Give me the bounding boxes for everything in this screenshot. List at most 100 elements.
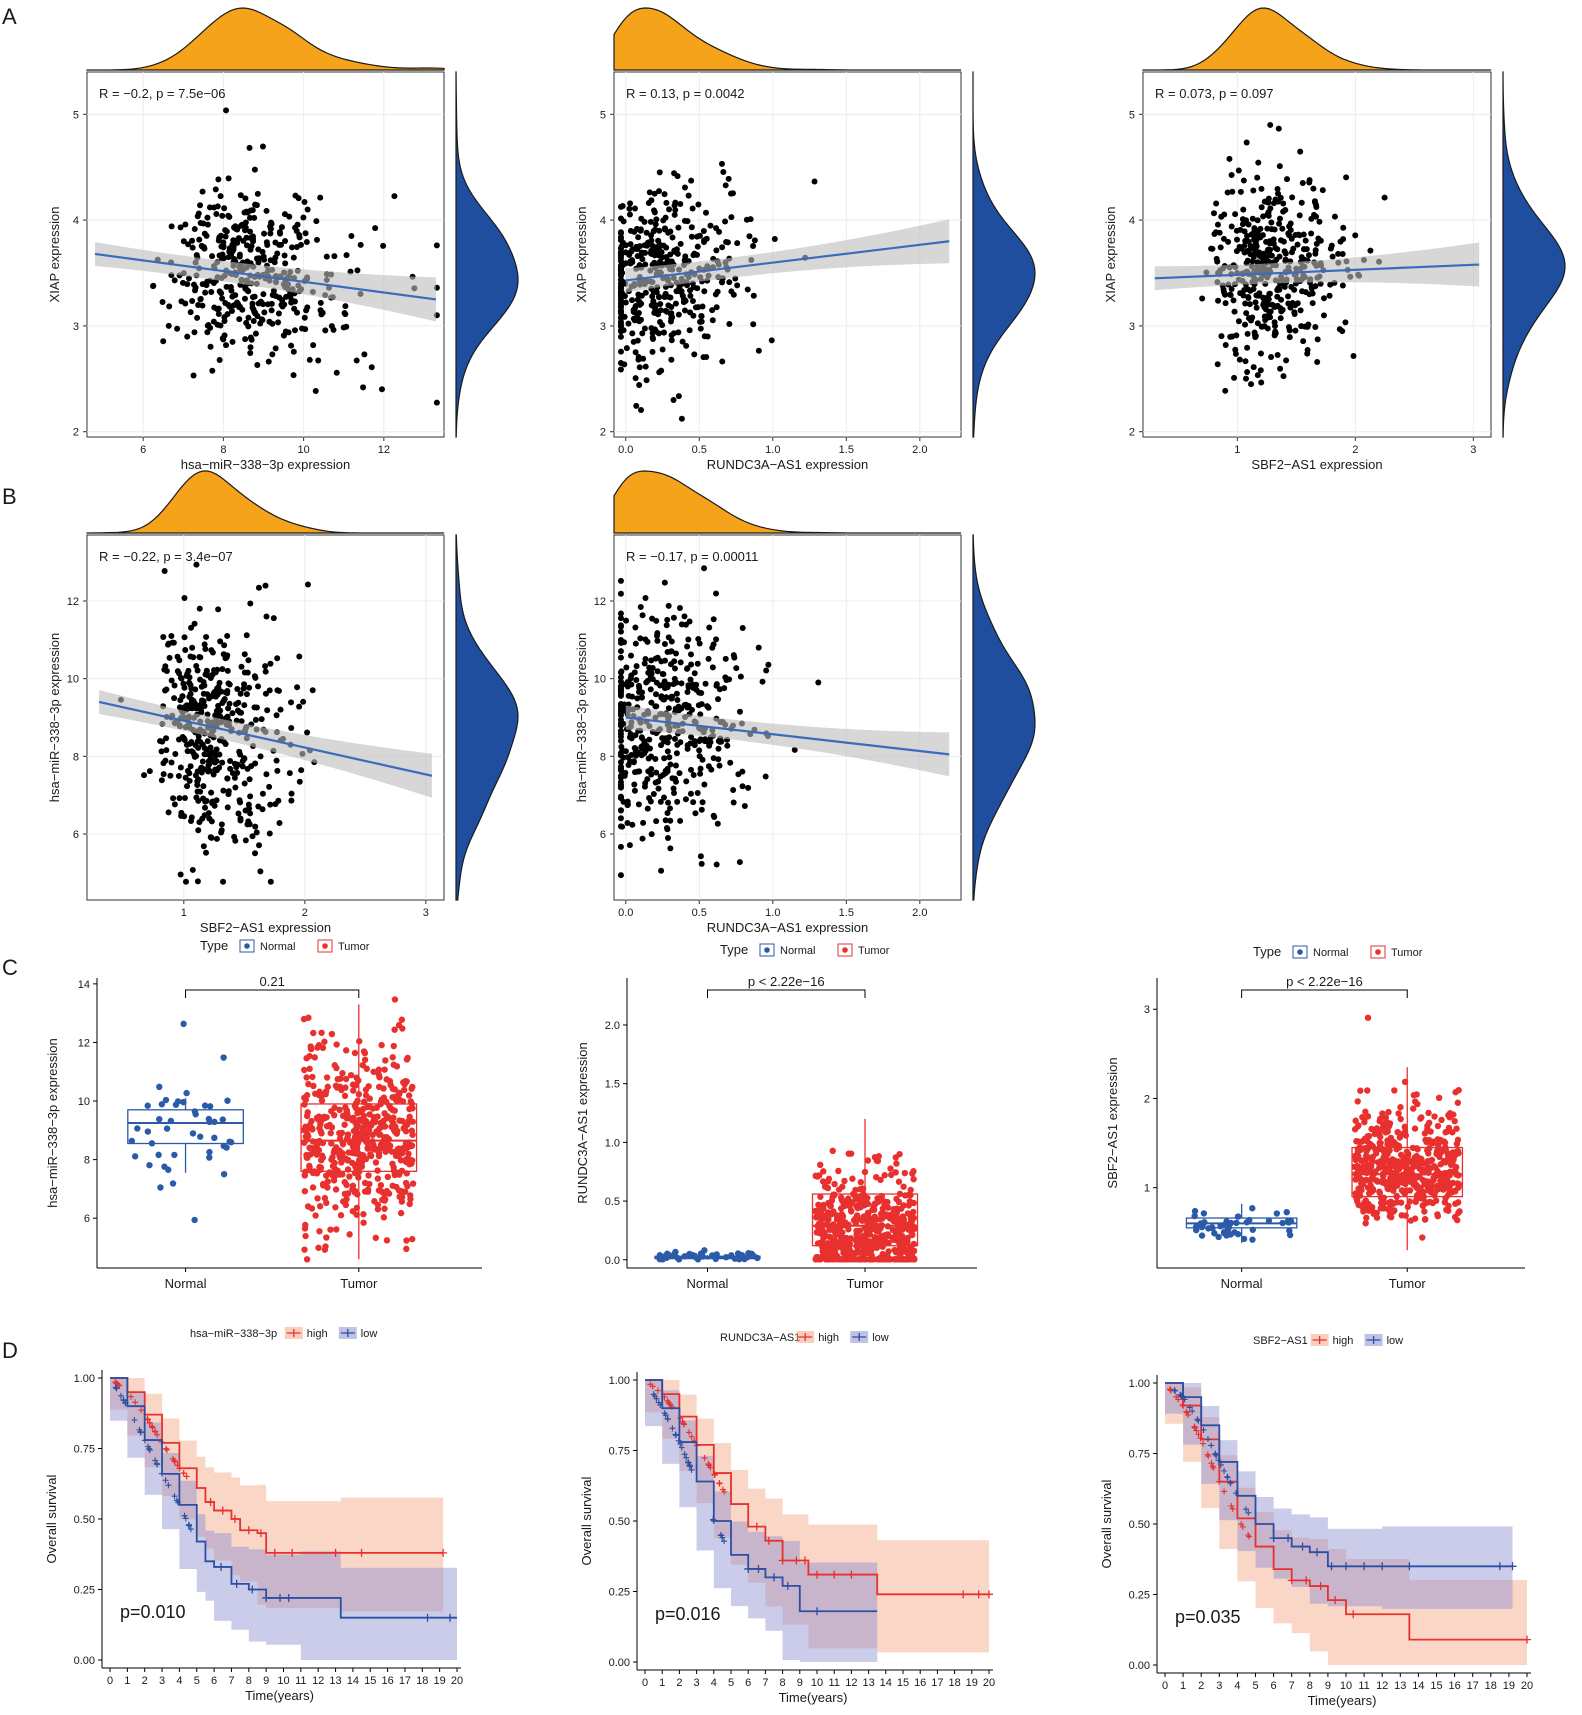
data-point [230,237,237,244]
data-point [146,1161,153,1169]
data-point [375,1066,383,1073]
data-point [363,1130,371,1137]
data-point [1264,225,1271,232]
data-point [661,579,668,586]
data-point [333,1226,340,1233]
data-point [196,236,203,243]
data-point [216,713,223,720]
data-point [194,314,201,321]
data-point [634,225,641,232]
data-point [352,1119,359,1127]
censor-mark [174,1462,181,1469]
data-point [202,289,209,296]
data-point [252,330,259,337]
censor-mark [647,1381,654,1388]
data-point [1245,286,1252,293]
data-point [199,188,206,195]
data-point [1414,1100,1421,1108]
data-point [358,1156,365,1164]
data-point [243,242,250,249]
data-point [327,1129,334,1137]
data-point [659,671,666,678]
data-point [278,224,285,231]
censor-mark [717,1531,724,1538]
data-point [617,590,624,597]
data-point [824,1239,831,1247]
data-point [242,336,249,343]
censor-mark [1243,1506,1250,1513]
data-point [354,1097,361,1104]
data-point [1420,1193,1428,1201]
censor-mark [181,1512,188,1519]
data-point [895,1198,903,1206]
data-point [1358,1180,1365,1187]
data-point [301,1101,308,1108]
y-tick-label: 0.00 [609,1657,630,1669]
censor-mark [183,1473,190,1480]
data-point [219,1116,226,1123]
data-point [390,1042,397,1050]
censor-mark [792,1556,801,1565]
data-point [627,730,634,737]
data-point [361,1099,368,1106]
data-point [204,278,211,285]
data-point [365,1083,372,1090]
data-point [383,1237,391,1244]
data-point [670,785,677,792]
data-point [217,638,224,645]
confidence-band [95,241,436,322]
data-point [744,286,751,293]
data-point [368,364,375,371]
y-tick-label: 4 [600,215,606,227]
data-point [189,1130,197,1137]
data-point [314,1044,321,1051]
data-point [195,744,202,751]
x-tick-label: 6 [211,1675,217,1687]
data-point [273,712,280,719]
data-point [225,175,232,182]
data-point [832,1231,839,1238]
data-point [267,660,274,667]
data-point [719,278,726,285]
data-point [1226,155,1233,162]
data-point [1275,125,1282,132]
data-point [893,1205,901,1212]
data-point [755,347,762,354]
x-tick-label: 11 [1358,1680,1369,1692]
data-point [716,762,723,769]
censor-mark [182,1515,189,1522]
data-point [1377,1199,1385,1207]
data-point [306,1162,313,1170]
data-point [696,640,703,647]
censor-mark [685,1459,692,1466]
data-point [705,704,712,711]
data-point [617,577,624,584]
data-point [671,211,678,218]
data-point [681,613,688,620]
x-tick-label: 1.5 [839,444,854,456]
y-tick-label: 8 [84,1155,90,1167]
y-tick-label: 3 [1129,321,1135,333]
data-point [874,1256,881,1263]
data-point [204,691,211,698]
data-point [231,256,238,263]
data-point [298,767,305,774]
data-point [203,849,210,856]
censor-mark [1495,1562,1504,1571]
data-point [1252,299,1259,306]
data-point [182,878,189,885]
censor-mark [1360,1562,1369,1571]
data-point [198,699,205,706]
data-point [868,1252,875,1259]
marginal-density-y [455,534,519,901]
data-point [348,233,355,240]
data-point [887,1165,894,1172]
data-point [234,761,241,768]
data-point [344,1131,352,1138]
data-point [617,727,624,734]
data-point [1289,194,1296,201]
legend-label: high [1333,1335,1354,1347]
data-point [316,1137,323,1145]
